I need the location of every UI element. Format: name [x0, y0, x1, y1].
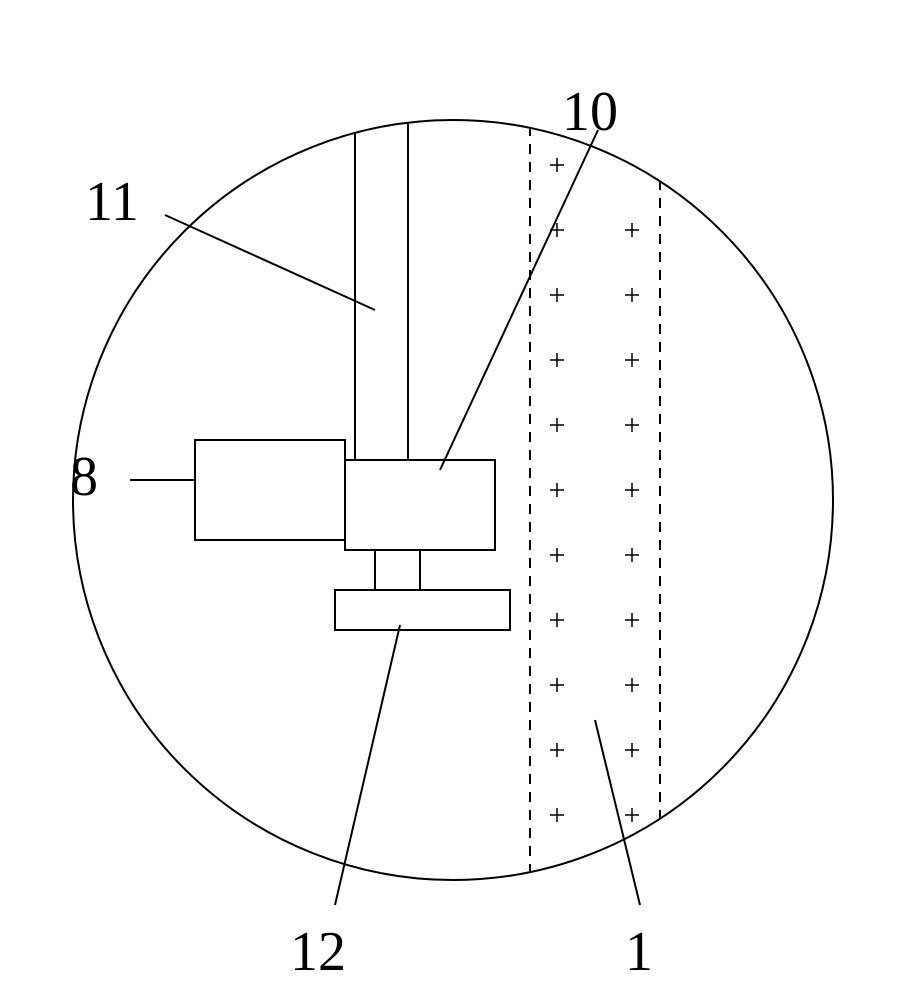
label-11: 11: [85, 170, 139, 234]
technical-diagram: [0, 0, 907, 1000]
label-10: 10: [562, 80, 618, 144]
label-12: 12: [290, 920, 346, 984]
label-1: 1: [625, 920, 653, 984]
label-8: 8: [70, 445, 98, 509]
